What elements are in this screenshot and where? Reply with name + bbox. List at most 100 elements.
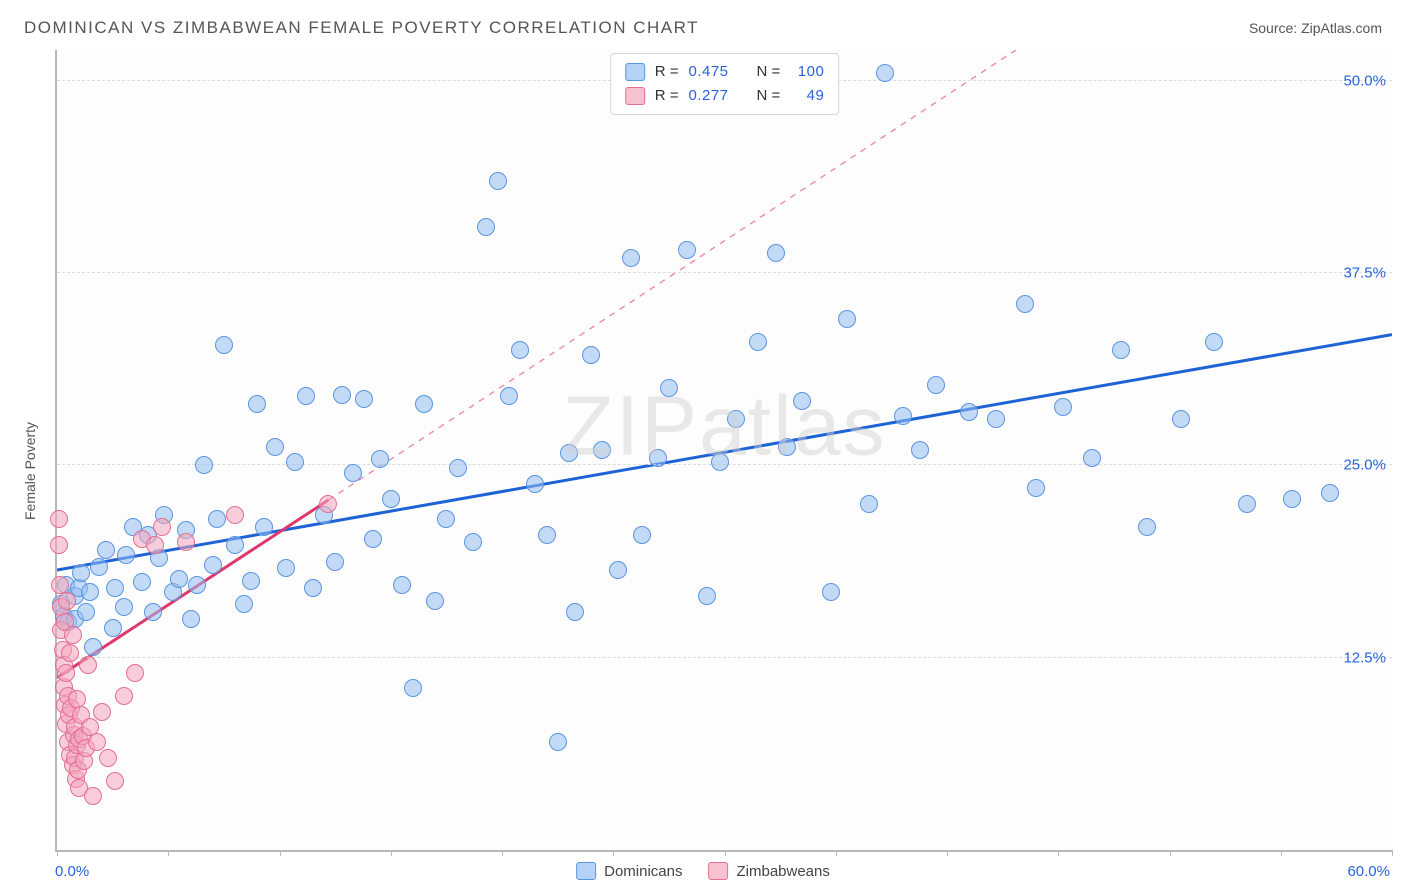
scatter-point [593, 441, 611, 459]
scatter-point [326, 553, 344, 571]
gridline-h [57, 657, 1392, 658]
scatter-point [235, 595, 253, 613]
scatter-point [1054, 398, 1072, 416]
x-tick-mark [725, 850, 726, 856]
scatter-point [188, 576, 206, 594]
scatter-point [115, 598, 133, 616]
legend-swatch [625, 87, 645, 105]
legend-n-value: 49 [790, 84, 824, 108]
x-tick-label: 60.0% [1347, 863, 1390, 880]
scatter-point [549, 733, 567, 751]
watermark-a: ZIP [562, 379, 699, 473]
scatter-point [344, 464, 362, 482]
scatter-point [464, 533, 482, 551]
scatter-point [727, 410, 745, 428]
trend-line-solid [57, 335, 1392, 570]
legend-stats-row: R =0.475N =100 [625, 60, 825, 84]
scatter-point [749, 333, 767, 351]
scatter-point [382, 490, 400, 508]
scatter-point [500, 387, 518, 405]
x-tick-mark [391, 850, 392, 856]
scatter-point [538, 526, 556, 544]
scatter-point [115, 687, 133, 705]
scatter-point [50, 536, 68, 554]
y-tick-label: 12.5% [1343, 649, 1386, 666]
scatter-point [678, 241, 696, 259]
legend-series-item: Zimbabweans [708, 862, 829, 880]
scatter-point [1016, 295, 1034, 313]
scatter-point [99, 749, 117, 767]
scatter-point [793, 392, 811, 410]
chart-title: DOMINICAN VS ZIMBABWEAN FEMALE POVERTY C… [24, 18, 699, 38]
scatter-point [319, 495, 337, 513]
scatter-point [106, 579, 124, 597]
scatter-point [81, 583, 99, 601]
scatter-point [133, 573, 151, 591]
x-tick-mark [836, 850, 837, 856]
x-tick-mark [168, 850, 169, 856]
legend-series-item: Dominicans [576, 862, 682, 880]
scatter-point [355, 390, 373, 408]
y-tick-label: 25.0% [1343, 457, 1386, 474]
scatter-point [778, 438, 796, 456]
scatter-point [660, 379, 678, 397]
legend-series: Dominicans Zimbabweans [576, 862, 830, 880]
scatter-point [404, 679, 422, 697]
legend-n-label: N = [757, 60, 781, 84]
scatter-point [649, 449, 667, 467]
scatter-point [277, 559, 295, 577]
legend-n-label: N = [757, 84, 781, 108]
scatter-point [393, 576, 411, 594]
scatter-point [144, 603, 162, 621]
scatter-point [215, 336, 233, 354]
scatter-point [489, 172, 507, 190]
legend-r-value: 0.277 [688, 84, 728, 108]
scatter-point [79, 656, 97, 674]
x-tick-mark [1281, 850, 1282, 856]
scatter-point [64, 626, 82, 644]
scatter-point [876, 64, 894, 82]
x-tick-mark [502, 850, 503, 856]
scatter-point [72, 564, 90, 582]
scatter-point [286, 453, 304, 471]
legend-series-label: Dominicans [604, 863, 682, 880]
scatter-point [437, 510, 455, 528]
legend-swatch [708, 862, 728, 880]
scatter-point [126, 664, 144, 682]
scatter-point [511, 341, 529, 359]
scatter-point [177, 533, 195, 551]
legend-r-label: R = [655, 60, 679, 84]
legend-stats-row: R = 0.277 N = 49 [625, 84, 825, 108]
scatter-point [57, 664, 75, 682]
scatter-point [226, 536, 244, 554]
scatter-point [58, 592, 76, 610]
legend-r-value: 0.475 [688, 60, 728, 84]
scatter-point [927, 376, 945, 394]
x-tick-mark [1058, 850, 1059, 856]
x-tick-mark [57, 850, 58, 856]
scatter-point [860, 495, 878, 513]
scatter-point [204, 556, 222, 574]
scatter-point [526, 475, 544, 493]
source-label: Source: ZipAtlas.com [1249, 20, 1382, 36]
scatter-point [153, 518, 171, 536]
scatter-point [560, 444, 578, 462]
scatter-point [106, 772, 124, 790]
scatter-point [1321, 484, 1339, 502]
scatter-point [297, 387, 315, 405]
legend-r-label: R = [655, 84, 679, 108]
scatter-point [226, 506, 244, 524]
scatter-point [50, 510, 68, 528]
scatter-point [61, 644, 79, 662]
scatter-point [449, 459, 467, 477]
scatter-point [93, 703, 111, 721]
scatter-point [333, 386, 351, 404]
scatter-point [84, 787, 102, 805]
legend-swatch [576, 862, 596, 880]
scatter-point [97, 541, 115, 559]
scatter-point [1138, 518, 1156, 536]
scatter-point [117, 546, 135, 564]
scatter-point [1238, 495, 1256, 513]
scatter-point [894, 407, 912, 425]
x-tick-mark [1392, 850, 1393, 856]
